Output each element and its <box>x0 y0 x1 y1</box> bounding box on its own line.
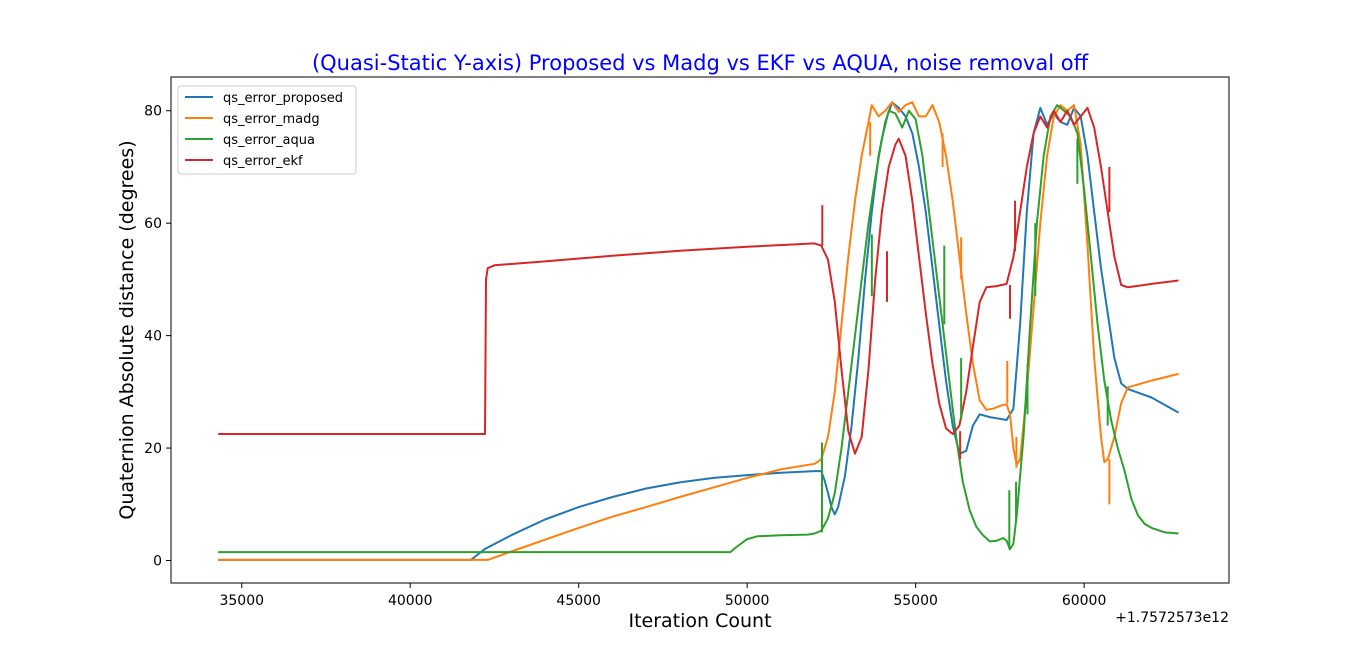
x-axis-label: Iteration Count <box>628 610 771 632</box>
series-line-qs-error-madg <box>218 101 1179 561</box>
y-tick-label: 20 <box>144 441 162 457</box>
chart-title: (Quasi-Static Y-axis) Proposed vs Madg v… <box>312 51 1089 75</box>
x-tick-label: 55000 <box>893 593 938 609</box>
plot-area <box>170 76 1230 584</box>
series-line-qs-error-ekf <box>218 106 1179 455</box>
legend-label-qs-error-madg: qs_error_madg <box>223 112 320 127</box>
legend-label-qs-error-proposed: qs_error_proposed <box>223 91 343 106</box>
x-tick-label: 45000 <box>556 593 601 609</box>
y-axis-label: Quaternion Absolute distance (degrees) <box>116 140 138 519</box>
legend: qs_error_proposed qs_error_madg qs_error_a… <box>177 85 357 175</box>
legend-box <box>177 85 357 175</box>
series-line-qs-error-aqua <box>218 104 1179 554</box>
legend-label-qs-error-ekf: qs_error_ekf <box>223 154 303 169</box>
x-tick-label: 40000 <box>388 593 433 609</box>
series-layer <box>218 101 1179 561</box>
y-tick-label: 80 <box>144 104 162 120</box>
y-axis: 0 20 40 60 80 <box>144 104 171 570</box>
x-axis: 35000 40000 45000 50000 55000 60000 <box>219 583 1106 609</box>
x-tick-label: 50000 <box>725 593 770 609</box>
y-tick-label: 40 <box>144 329 162 345</box>
legend-label-qs-error-aqua: qs_error_aqua <box>223 133 315 148</box>
x-tick-label: 35000 <box>219 593 264 609</box>
plot-frame <box>170 76 1230 584</box>
y-tick-label: 0 <box>153 554 162 570</box>
x-offset-label: +1.7572573e12 <box>1115 610 1229 626</box>
x-tick-label: 60000 <box>1062 593 1107 609</box>
y-tick-label: 60 <box>144 216 162 232</box>
